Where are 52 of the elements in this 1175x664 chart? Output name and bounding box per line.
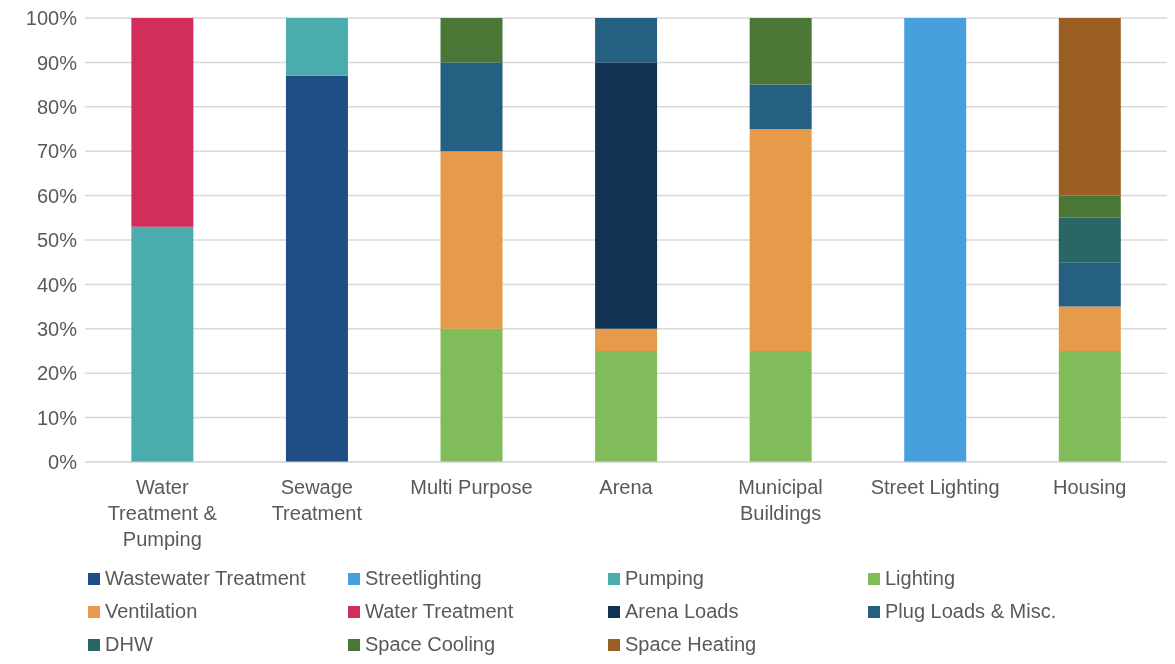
legend-label: Plug Loads & Misc.: [885, 600, 1057, 623]
y-tick-label: 80%: [36, 95, 78, 118]
bar: [131, 226, 194, 462]
legend-label: Wastewater Treatment: [105, 567, 306, 590]
y-tick-label: 60%: [36, 184, 78, 207]
x-tick-label: Sewage Treatment: [271, 476, 363, 524]
bar: [1058, 306, 1121, 351]
bar: [595, 351, 658, 462]
bar: [285, 18, 348, 76]
legend-label: Streetlighting: [365, 567, 482, 590]
x-tick-label: Municipal Buildings: [738, 476, 823, 524]
y-tick-label: 30%: [36, 317, 78, 340]
bar: [1058, 351, 1121, 462]
bar: [1058, 18, 1121, 196]
bar: [440, 62, 503, 152]
x-tick-label: Street Lighting: [870, 476, 1000, 498]
legend-label: Ventilation: [105, 600, 198, 623]
legend-label: Space Heating: [625, 633, 757, 656]
legend-label: DHW: [105, 633, 153, 656]
bar: [749, 18, 812, 85]
bar: [1058, 262, 1121, 307]
bar: [285, 75, 348, 462]
bar: [440, 151, 503, 329]
legend-label: Lighting: [885, 567, 956, 590]
y-tick-label: 20%: [36, 362, 78, 385]
y-tick-label: 50%: [36, 229, 78, 252]
bar: [595, 18, 658, 63]
legend-label: Space Cooling: [365, 633, 496, 656]
bar: [131, 18, 194, 227]
bar: [1058, 195, 1121, 218]
y-tick-label: 100%: [25, 7, 78, 30]
legend-label: Water Treatment: [365, 600, 514, 623]
bar: [904, 18, 967, 462]
y-tick-label: 40%: [36, 273, 78, 296]
y-tick-label: 90%: [36, 51, 78, 74]
x-tick-label: Housing: [1053, 476, 1127, 498]
bar: [749, 129, 812, 351]
legend-label: Pumping: [625, 567, 704, 590]
bar: [595, 328, 658, 351]
y-tick-label: 70%: [36, 140, 78, 163]
y-tick-label: 10%: [36, 406, 78, 429]
x-tick-label: Arena: [599, 476, 654, 498]
bar: [749, 351, 812, 462]
bar: [440, 328, 503, 462]
y-tick-label: 0%: [48, 451, 78, 474]
bar: [595, 62, 658, 329]
legend-label: Arena Loads: [625, 600, 739, 623]
bar: [749, 84, 812, 129]
bar: [440, 18, 503, 63]
bar: [1058, 217, 1121, 263]
x-tick-label: Water Treatment & Pumping: [107, 476, 218, 550]
x-tick-label: Multi Purpose: [410, 476, 533, 498]
